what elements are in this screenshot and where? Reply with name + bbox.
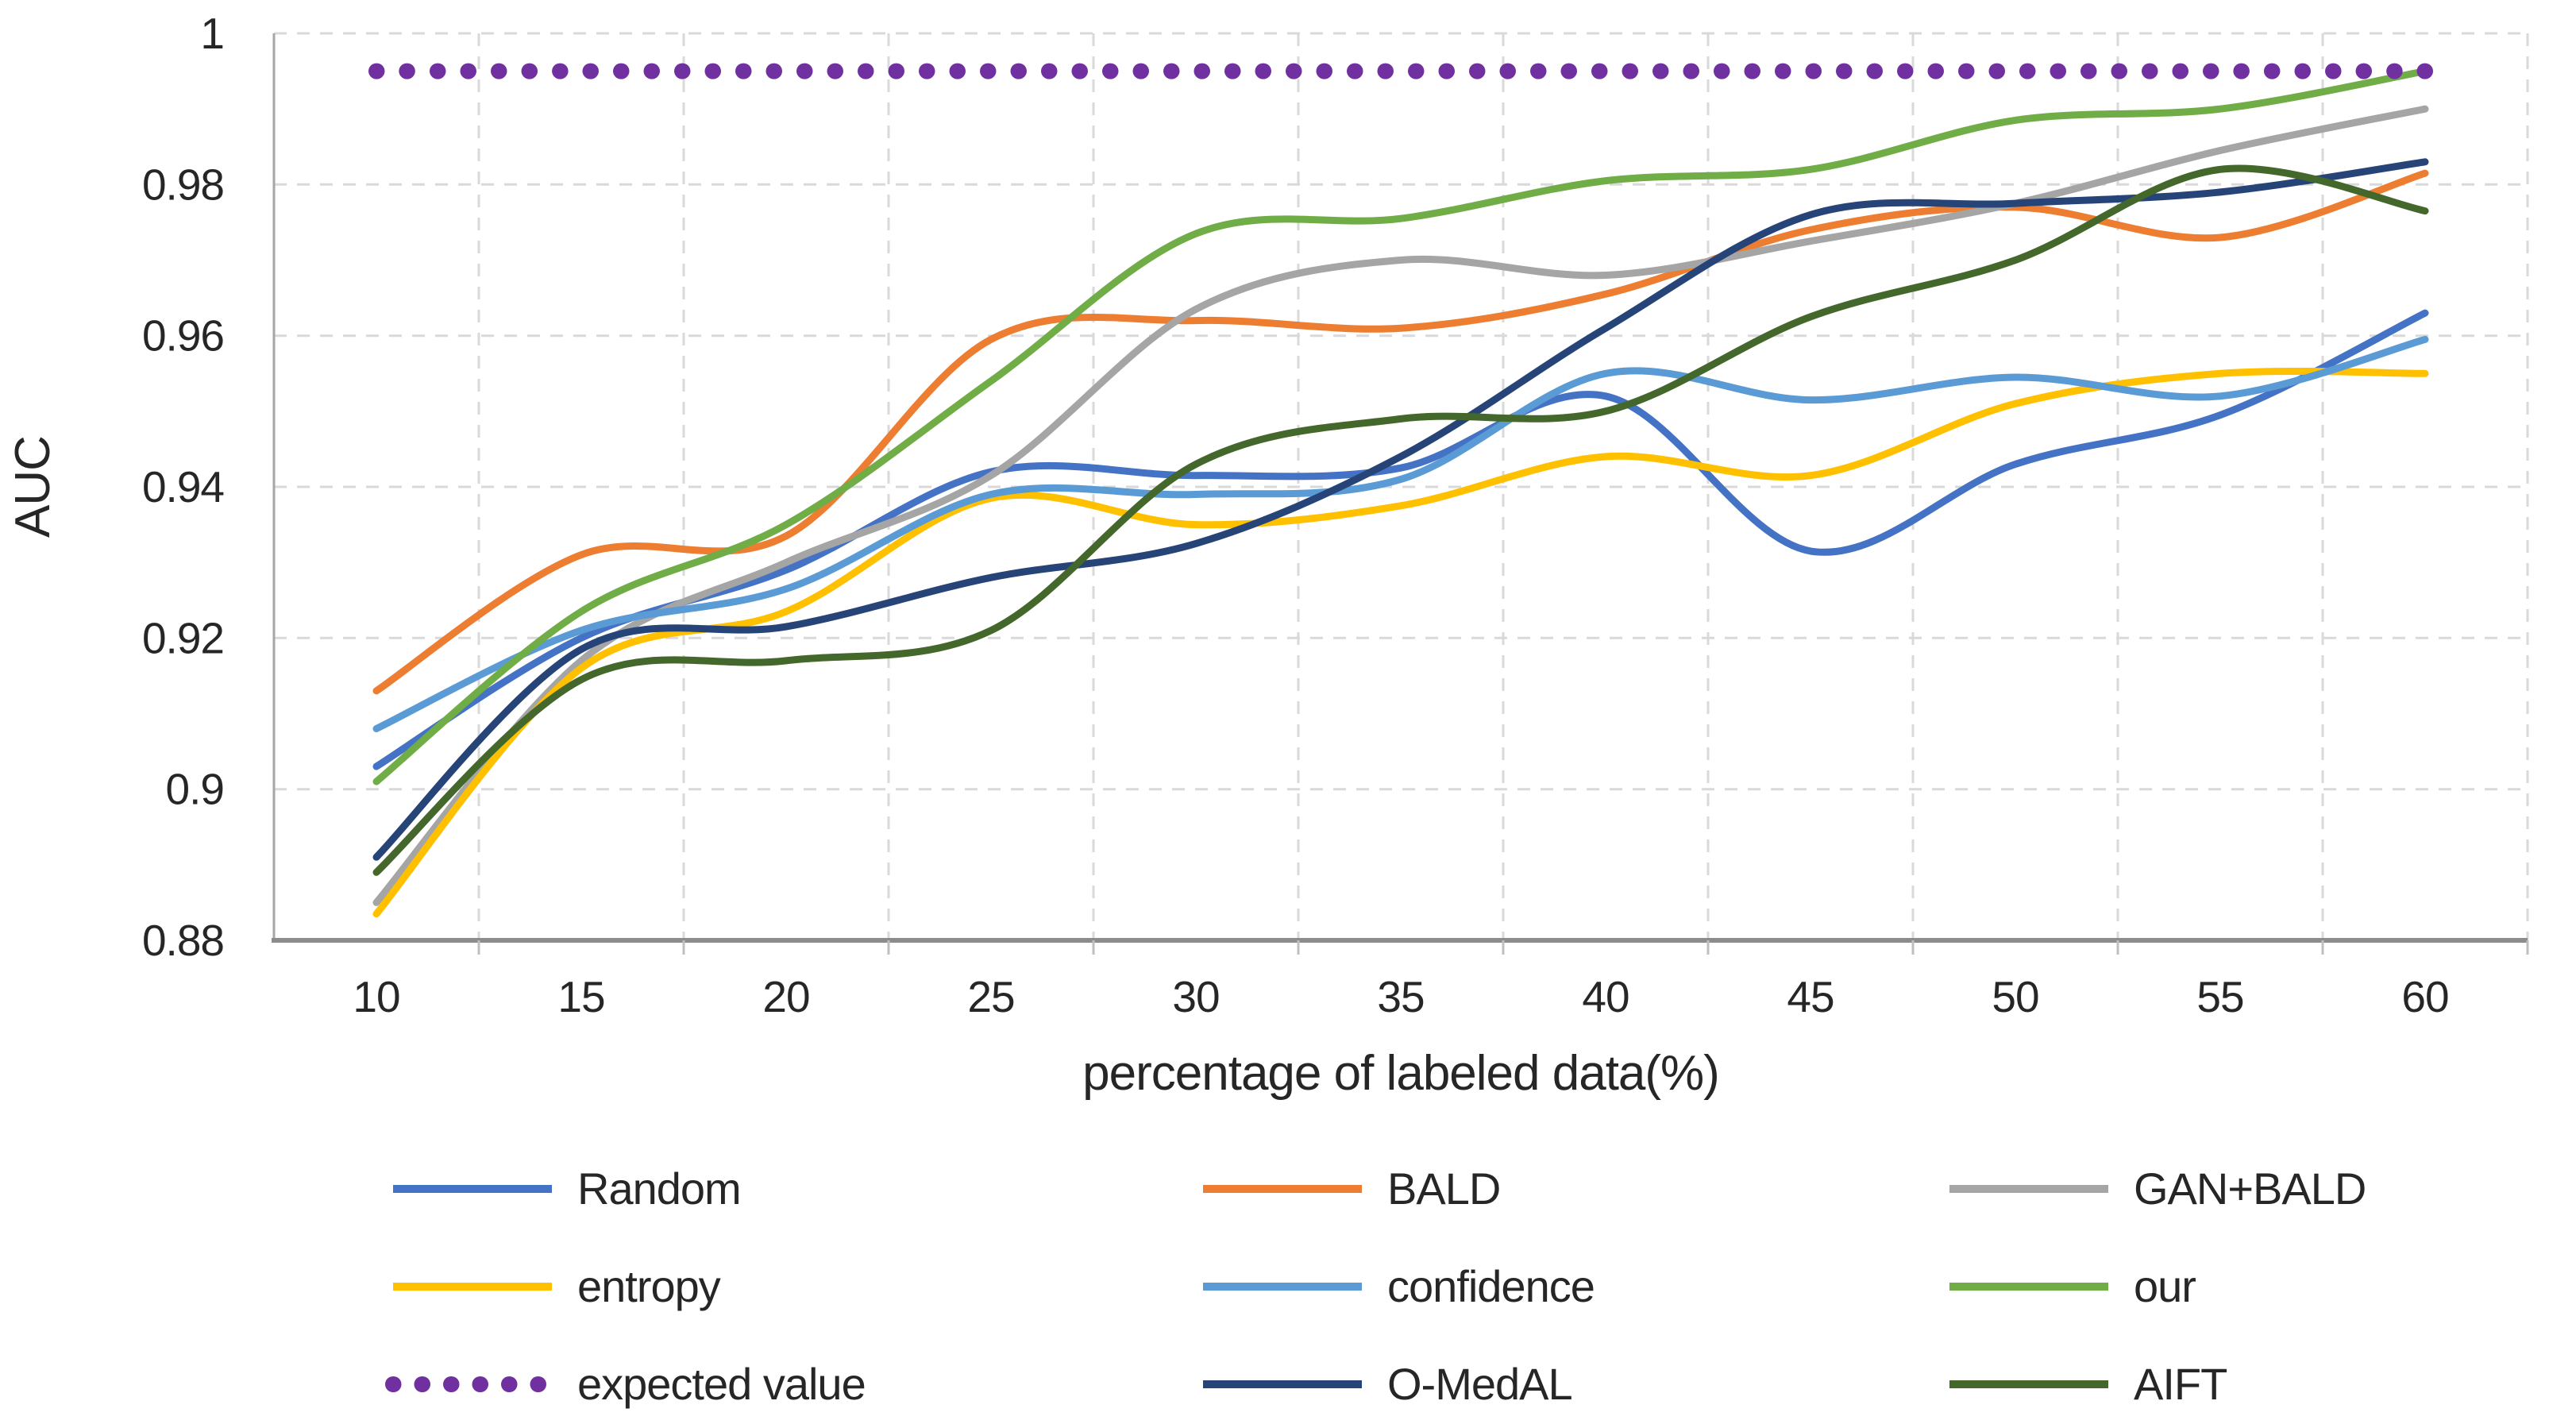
legend-label-aift: AIFT [2134,1359,2227,1409]
x-tick-label: 45 [1787,972,1834,1021]
x-tick-label: 40 [1582,972,1629,1021]
x-axis-title: percentage of labeled data(%) [1082,1046,1719,1101]
legend-item-gan-bald: GAN+BALD [1949,1164,2366,1214]
series-line-o-medal [372,158,2429,861]
axes [272,33,2529,955]
x-tick-label: 50 [1992,972,2038,1021]
x-tick-label: 60 [2401,972,2448,1021]
legend-item-o-medal: O-MedAL [1203,1359,1573,1409]
legend-label-gan-bald: GAN+BALD [2134,1164,2366,1214]
legend-label-entropy: entropy [577,1261,721,1311]
legend-item-expected-value: expected value [385,1359,866,1409]
y-axis-tick-labels: 0.88 0.9 0.92 0.94 0.96 0.98 1 [142,9,225,965]
gridlines [274,32,2529,940]
series-line-bald [372,169,2429,695]
x-tick-label: 15 [557,972,604,1021]
legend-item-random: Random [393,1164,742,1214]
legend-label-o-medal: O-MedAL [1387,1359,1572,1409]
legend-item-entropy: entropy [393,1261,722,1311]
y-tick-label: 0.92 [142,613,224,662]
series-line-confidence [372,335,2429,732]
x-tick-label: 55 [2196,972,2243,1021]
series-lines [368,63,2433,918]
legend-item-bald: BALD [1203,1164,1501,1214]
series-line-our [372,68,2429,785]
y-tick-label: 0.88 [142,916,224,965]
x-tick-label: 30 [1172,972,1219,1021]
x-tick-label: 35 [1377,972,1424,1021]
series-line-gan-bald [372,105,2429,906]
series-line-entropy [372,367,2429,918]
y-tick-label: 1 [200,9,224,58]
x-tick-label: 25 [967,972,1014,1021]
legend-item-aift: AIFT [1949,1359,2227,1409]
legend-label-expected-value: expected value [577,1359,866,1409]
y-tick-label: 0.94 [142,462,224,511]
series-line-random [372,309,2429,770]
y-tick-label: 0.96 [142,311,224,361]
x-tick-label: 10 [353,972,399,1021]
legend-item-our: our [1949,1261,2196,1311]
legend: Random BALD GAN+BALD entropy confidence our ex… [385,1164,2366,1409]
legend-item-confidence: confidence [1203,1261,1595,1311]
series-line-aift [372,164,2429,876]
legend-label-confidence: confidence [1387,1261,1595,1311]
x-axis-tick-labels: 10 15 20 25 30 35 40 45 50 55 60 [353,972,2449,1021]
x-tick-label: 20 [762,972,809,1021]
legend-label-bald: BALD [1387,1164,1500,1214]
y-axis-title: AUC [6,436,60,538]
y-tick-label: 0.9 [166,765,224,814]
legend-label-random: Random [577,1164,741,1214]
y-tick-label: 0.98 [142,160,224,209]
legend-label-our: our [2134,1261,2196,1311]
